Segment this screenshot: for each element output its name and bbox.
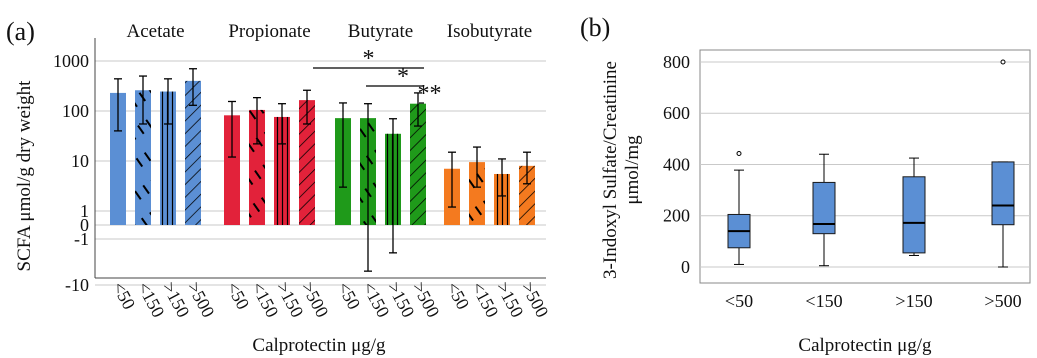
panel-a-x-axis-label: Calprotectin μg/g bbox=[252, 335, 386, 356]
x-tick-label-isobutyrate-gt500: >500 bbox=[517, 278, 552, 320]
panel-b-x-axis-label: Calprotectin μg/g bbox=[798, 335, 932, 356]
significance-label-3: ** bbox=[418, 81, 442, 107]
bar-acetate-lt50 bbox=[110, 92, 126, 225]
y-tick-label-b-200: 200 bbox=[663, 206, 690, 226]
bar-hatch-isobutyrate-lt150 bbox=[469, 162, 485, 225]
group-label-isobutyrate: Isobutyrate bbox=[447, 21, 532, 42]
y-tick-label-a--1: -1 bbox=[74, 229, 89, 249]
y-tick-label-a-100: 100 bbox=[62, 101, 89, 121]
bar-hatch-propionate-gt500 bbox=[299, 100, 315, 225]
outlier-lt50-1 bbox=[736, 150, 742, 156]
x-tick-label-b-gt150: >150 bbox=[895, 291, 932, 311]
bar-hatch-butyrate-gt500 bbox=[410, 103, 426, 225]
panel-a-label: (a) bbox=[6, 17, 35, 46]
panel-a-y-axis-label: SCFA μmol/g dry weight bbox=[14, 80, 35, 272]
panel-b-label: (b) bbox=[580, 13, 610, 42]
significance-label-1: * bbox=[363, 46, 375, 72]
box-gt500 bbox=[991, 161, 1015, 226]
panel-b-x-tick-labels: <50 <150 >150 >500 bbox=[725, 291, 1022, 311]
y-tick-label-b-400: 400 bbox=[663, 154, 690, 174]
box-gt150 bbox=[902, 176, 926, 254]
y-tick-label-a-1000: 1000 bbox=[53, 51, 89, 71]
y-tick-label-a-0: 0 bbox=[80, 215, 89, 235]
bar-hatch-acetate-gt500 bbox=[185, 80, 201, 225]
panel-a-group-labels: Acetate Propionate Butyrate Isobutyrate bbox=[126, 21, 532, 42]
significance-label-2: * bbox=[397, 64, 409, 90]
panel-b-box-plot: (b) 800 600 400 200 0 <50 <150 >150 >500 3-Indo… bbox=[580, 13, 1031, 356]
x-tick-label-propionate-lt50: <50 bbox=[222, 278, 253, 312]
bar-hatch-isobutyrate-gt500 bbox=[519, 165, 535, 225]
y-tick-label-a-1: 1 bbox=[80, 201, 89, 221]
panel-a-significance: **** bbox=[313, 46, 442, 107]
group-label-propionate: Propionate bbox=[228, 21, 310, 42]
panel-b-boxes bbox=[727, 59, 1015, 268]
y-tick-label-b-600: 600 bbox=[663, 103, 690, 123]
y-tick-label-b-0: 0 bbox=[681, 257, 690, 277]
box-lt150 bbox=[812, 181, 836, 235]
panel-b-y-axis-label-line-1: 3-Indoxyl Sulfate/Creatinine bbox=[600, 61, 621, 279]
panel-a-bars bbox=[110, 68, 535, 272]
y-tick-label-a--10: -10 bbox=[65, 275, 89, 295]
x-tick-label-isobutyrate-lt50: <50 bbox=[442, 278, 473, 312]
panel-b-gridlines bbox=[700, 61, 1030, 268]
y-tick-label-b-800: 800 bbox=[663, 52, 690, 72]
bar-hatch-propionate-lt150 bbox=[249, 109, 265, 225]
y-tick-label-a-10: 10 bbox=[71, 151, 89, 171]
x-tick-label-butyrate-lt50: <50 bbox=[333, 278, 364, 312]
group-label-butyrate: Butyrate bbox=[348, 21, 413, 42]
x-tick-label-acetate-lt50: <50 bbox=[108, 278, 139, 312]
bar-hatch-isobutyrate-gt150 bbox=[494, 173, 510, 225]
bar-propionate-lt50 bbox=[224, 115, 240, 225]
panel-b-y-axis-label: 3-Indoxyl Sulfate/Creatinineμmol/mg bbox=[600, 61, 643, 279]
panel-b-plot-frame bbox=[699, 49, 1031, 284]
x-tick-label-b-lt150: <150 bbox=[805, 291, 842, 311]
x-tick-label-b-lt50: <50 bbox=[725, 291, 753, 311]
panel-a-bar-chart: (a) Acetate Propionate Butyrate Isobutyrate… bbox=[6, 17, 553, 356]
x-tick-label-b-gt500: >500 bbox=[984, 291, 1021, 311]
panel-b-y-axis-label-line-2: μmol/mg bbox=[622, 135, 643, 205]
outlier-gt500-1 bbox=[1000, 59, 1006, 65]
bar-hatch-acetate-gt150 bbox=[160, 91, 176, 226]
panel-b-y-tick-labels: 800 600 400 200 0 bbox=[663, 52, 690, 277]
group-label-acetate: Acetate bbox=[126, 21, 184, 42]
